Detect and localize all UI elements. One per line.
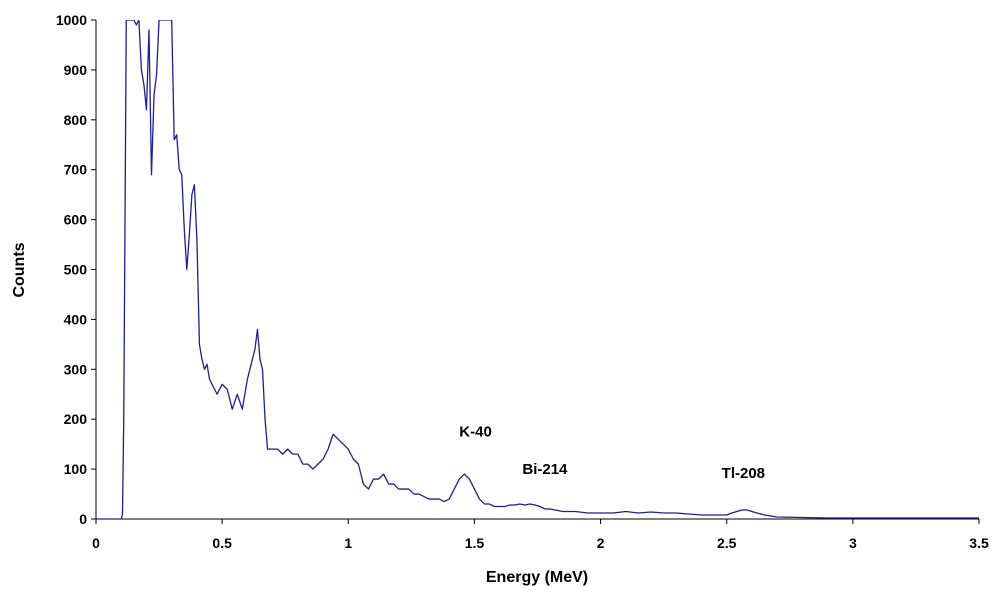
- peak-label-1: Bi-214: [522, 461, 568, 478]
- x-axis-title: Energy (MeV): [486, 569, 588, 586]
- y-tick-label: 700: [64, 162, 88, 178]
- y-tick-label: 600: [64, 212, 88, 228]
- y-tick-label: 900: [64, 62, 88, 78]
- y-tick-label: 200: [64, 411, 88, 427]
- x-tick-label: 3: [849, 535, 857, 551]
- x-tick-label: 1.5: [465, 535, 485, 551]
- x-axis-ticks: 0 0.5 1 1.5 2 2.5 3 3.5: [92, 519, 989, 551]
- x-tick-label: 0: [92, 535, 100, 551]
- spectrum-series-line-0: [96, 20, 979, 519]
- y-tick-label: 800: [64, 112, 88, 128]
- peak-label-2: Tl-208: [722, 465, 765, 482]
- x-tick-label: 1: [344, 535, 352, 551]
- y-tick-label: 1000: [56, 12, 87, 28]
- peak-label-0: K-40: [459, 424, 492, 441]
- y-axis-ticks: 0 100 200 300 400 500 600 700 800 900 1000: [56, 12, 96, 527]
- y-axis-title: Counts: [11, 242, 28, 297]
- x-tick-label: 2: [597, 535, 605, 551]
- x-tick-label: 2.5: [717, 535, 737, 551]
- y-tick-label: 400: [64, 311, 88, 327]
- peak-annotations: K-40 Bi-214 Tl-208: [459, 424, 765, 482]
- y-tick-label: 300: [64, 361, 88, 377]
- plot-area: [95, 20, 979, 520]
- x-tick-label: 0.5: [212, 535, 232, 551]
- y-tick-label: 500: [64, 262, 88, 278]
- x-tick-label: 3.5: [969, 535, 989, 551]
- y-tick-label: 0: [79, 511, 87, 527]
- y-tick-label: 100: [64, 461, 88, 477]
